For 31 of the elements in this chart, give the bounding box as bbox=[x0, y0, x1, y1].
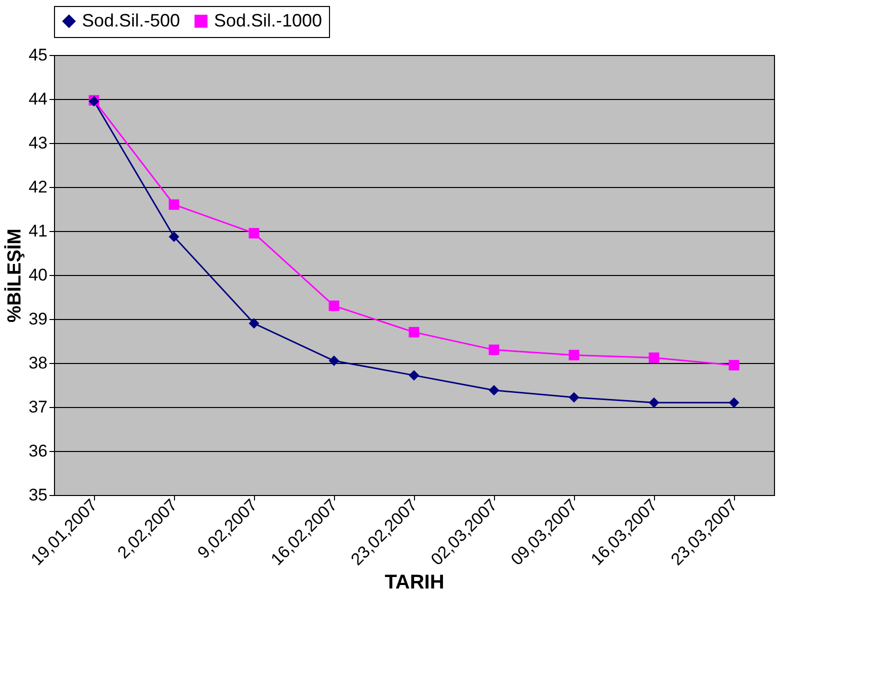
point bbox=[408, 326, 420, 338]
point bbox=[728, 397, 740, 408]
y-tick-label: 35 bbox=[28, 486, 48, 504]
point bbox=[168, 199, 180, 210]
point bbox=[328, 300, 340, 312]
point bbox=[568, 392, 580, 403]
y-tick-label: 44 bbox=[28, 90, 48, 108]
point bbox=[648, 397, 660, 408]
y-axis-title: %BİLEŞİM bbox=[4, 228, 26, 322]
y-tick-label: 45 bbox=[28, 46, 48, 64]
point bbox=[568, 350, 580, 360]
y-tick-label: 36 bbox=[28, 442, 48, 460]
legend-label: Sod.Sil.-1000 bbox=[214, 10, 322, 30]
point bbox=[328, 356, 340, 366]
y-tick-label: 41 bbox=[28, 222, 48, 240]
y-tick-label: 38 bbox=[28, 354, 48, 372]
point bbox=[488, 385, 500, 396]
y-tick-label: 42 bbox=[28, 178, 48, 196]
point bbox=[248, 318, 260, 329]
y-tick-label: 43 bbox=[28, 134, 48, 152]
x-axis-title: TARIH bbox=[384, 571, 444, 594]
y-tick-label: 40 bbox=[28, 266, 48, 284]
point bbox=[728, 360, 740, 370]
point bbox=[408, 370, 420, 381]
point bbox=[248, 228, 260, 238]
point bbox=[648, 352, 660, 363]
y-tick-label: 39 bbox=[28, 310, 48, 328]
point bbox=[168, 231, 180, 242]
y-tick-label: 37 bbox=[28, 398, 48, 416]
point bbox=[488, 344, 500, 356]
legend-label: Sod.Sil.-500 bbox=[82, 10, 180, 30]
